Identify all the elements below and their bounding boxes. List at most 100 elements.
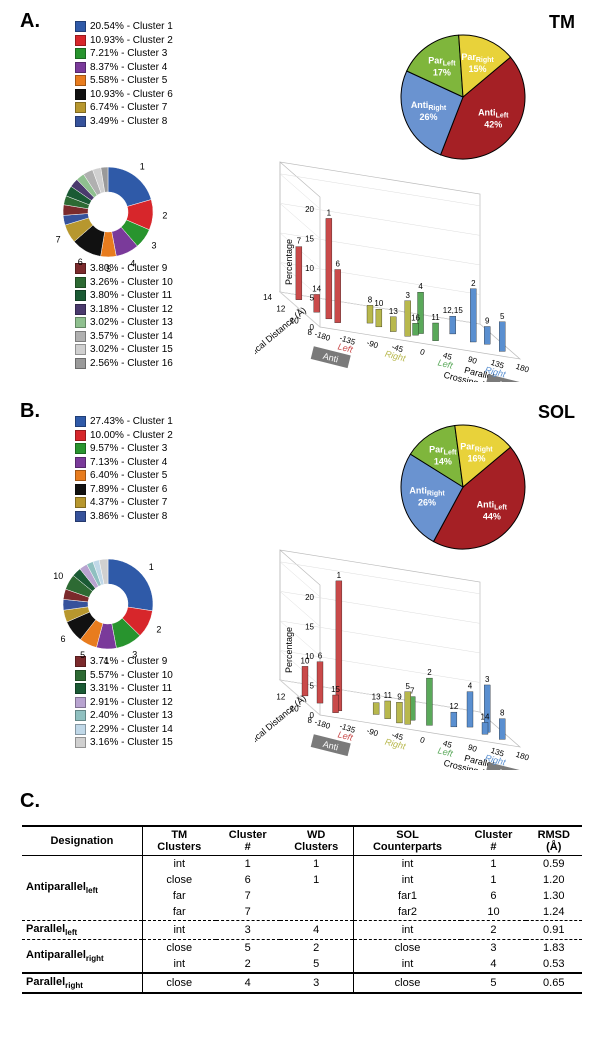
table-cell: 6 [216, 872, 280, 888]
region-label: Right [384, 737, 407, 752]
table-cell: close [353, 973, 461, 993]
donut-label: 3 [151, 241, 156, 251]
bar-label: 10 [301, 656, 310, 665]
bar [333, 695, 339, 713]
legend-swatch [75, 21, 86, 32]
bar-label: 5 [500, 312, 505, 321]
legend-swatch [75, 62, 86, 73]
bar [467, 692, 473, 727]
legend-swatch [75, 35, 86, 46]
bar-label: 11 [431, 313, 440, 322]
bar-label: 13 [389, 307, 398, 316]
table-cell: int [353, 856, 461, 873]
z-tick: 12 [276, 305, 285, 314]
legend-item: 7.13% - Cluster 4 [75, 456, 173, 470]
z-tick: 8 [308, 716, 313, 725]
legend-item: 7.21% - Cluster 3 [75, 47, 173, 61]
legend-text: 3.31% - Cluster 11 [90, 682, 172, 696]
donut-label: 1 [149, 562, 154, 572]
table-cell: 10 [461, 904, 525, 921]
table-cell: far1 [353, 888, 461, 904]
table-cell: 1.24 [526, 904, 582, 921]
table-cell: 0.91 [526, 921, 582, 940]
bar [326, 218, 332, 318]
legend-swatch [75, 737, 86, 748]
legend-swatch [75, 102, 86, 113]
table-cell: 2 [216, 956, 280, 973]
legend-item: 8.37% - Cluster 4 [75, 61, 173, 75]
table-cell: int [353, 921, 461, 940]
designation-cell: Parallelleft [22, 921, 142, 940]
bar [335, 270, 341, 323]
legend-swatch [75, 457, 86, 468]
legend-item: 3.31% - Cluster 11 [75, 682, 173, 696]
bar-label: 11 [384, 691, 393, 700]
table-header: SOLCounterparts [353, 826, 461, 856]
table-cell: 1 [280, 856, 353, 873]
table-header: Cluster# [461, 826, 525, 856]
table-cell [280, 888, 353, 904]
bar-label: 2 [427, 668, 432, 677]
legend-item: 20.54% - Cluster 1 [75, 20, 173, 34]
legend-text: 3.57% - Cluster 14 [90, 330, 173, 344]
y-tick: 20 [305, 205, 314, 214]
legend-swatch [75, 470, 86, 481]
legend-text: 20.54% - Cluster 1 [90, 20, 173, 34]
table-cell: 2 [461, 921, 525, 940]
pie-slice-pct: 16% [467, 453, 485, 463]
legend-swatch [75, 331, 86, 342]
legend-item: 6.40% - Cluster 5 [75, 469, 173, 483]
donut-label: 2 [156, 625, 161, 635]
legend-item: 3.02% - Cluster 13 [75, 316, 173, 330]
legend-swatch [75, 48, 86, 59]
region-label: Left [437, 745, 454, 758]
bar-label: 7 [297, 237, 302, 246]
donut-slice [108, 559, 153, 611]
legend-text: 10.93% - Cluster 6 [90, 88, 173, 102]
bar [390, 317, 396, 332]
donut-label: 10 [53, 571, 63, 581]
designation-cell: Antiparallelright [22, 940, 142, 974]
x-tick: 90 [467, 355, 479, 366]
bar-label: 12,15 [443, 306, 464, 315]
bar [482, 722, 488, 734]
table-cell: far [142, 904, 215, 921]
legend-item: 2.40% - Cluster 13 [75, 709, 173, 723]
chart3d-b: 05101520-180-135-90-45045901351808101210… [255, 500, 585, 775]
table-row: Parallelrightclose43close50.65 [22, 973, 582, 993]
donut-label: 5 [106, 264, 111, 274]
legend-text: 3.80% - Cluster 11 [90, 289, 172, 303]
legend-text: 3.16% - Cluster 15 [90, 736, 173, 750]
y-axis-label: Percentage [284, 239, 294, 285]
table-c: DesignationTMClustersCluster#WDClustersS… [22, 825, 582, 994]
legend-text: 3.18% - Cluster 12 [90, 303, 173, 317]
legend-swatch [75, 317, 86, 328]
pie-slice-pct: 15% [469, 64, 487, 74]
x-tick: -90 [365, 726, 379, 738]
bar-label: 9 [397, 692, 402, 701]
legend-item: 2.91% - Cluster 12 [75, 696, 173, 710]
legend-text: 2.91% - Cluster 12 [90, 696, 173, 710]
table-cell: int [142, 856, 215, 873]
bar [470, 289, 476, 342]
pie-slice-pct: 14% [434, 457, 452, 467]
x-tick: -180 [313, 717, 332, 731]
table-cell: int [142, 921, 215, 940]
region-label: Right [384, 349, 407, 364]
table-cell: close [142, 872, 215, 888]
donut-label: 6 [78, 257, 83, 267]
table-cell: 0.59 [526, 856, 582, 873]
y-tick: 15 [305, 622, 314, 631]
legend-text: 3.02% - Cluster 15 [90, 343, 173, 357]
pie-slice-pct: 17% [433, 67, 451, 77]
bar-label: 10 [374, 299, 383, 308]
legend-item: 7.89% - Cluster 6 [75, 483, 173, 497]
bar-label: 1 [337, 571, 342, 580]
bar-label: 4 [468, 682, 473, 691]
table-cell: 4 [280, 921, 353, 940]
donut-label: 1 [140, 161, 145, 171]
legend-text: 9.57% - Cluster 3 [90, 442, 167, 456]
table-cell: 5 [280, 956, 353, 973]
legend-item: 27.43% - Cluster 1 [75, 415, 173, 429]
table-cell: 3 [280, 973, 353, 993]
